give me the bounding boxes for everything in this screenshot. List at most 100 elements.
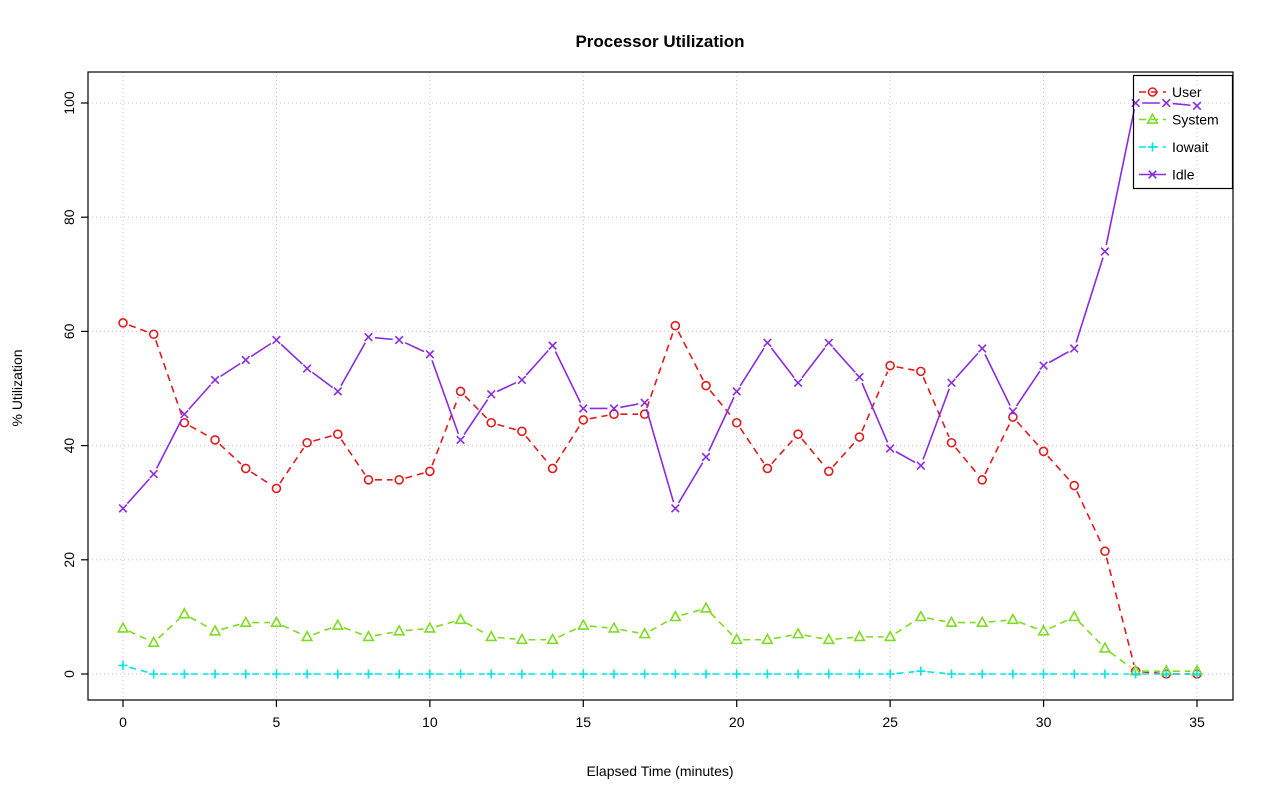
marker-circle — [363, 475, 374, 485]
marker-x — [180, 409, 189, 419]
line-segment — [1105, 109, 1136, 246]
line-segment — [280, 343, 303, 365]
line-segment — [649, 619, 671, 632]
x-tick-label: 30 — [1036, 714, 1052, 730]
line-segment — [770, 347, 795, 379]
line-segment — [984, 422, 1011, 475]
marker-triangle — [1037, 624, 1050, 636]
marker-circle — [547, 463, 558, 474]
line-segment — [1075, 257, 1104, 343]
line-segment — [221, 623, 240, 631]
marker-x — [732, 386, 742, 396]
legend-item-system: System — [1139, 112, 1219, 128]
marker-circle — [486, 417, 497, 428]
marker-triangle — [1068, 610, 1081, 622]
marker-x — [670, 504, 680, 513]
y-tick-label: 20 — [61, 552, 77, 568]
line-segment — [128, 630, 149, 641]
marker-triangle — [208, 624, 222, 636]
line-segment — [771, 438, 795, 465]
marker-triangle — [300, 630, 314, 642]
y-axis-label: % Utilization — [9, 349, 25, 426]
axis-ticks — [81, 102, 1198, 707]
legend-marker — [1148, 170, 1157, 179]
marker-x — [916, 461, 926, 470]
line-segment — [646, 331, 674, 409]
marker-circle — [885, 360, 895, 371]
marker-triangle — [730, 632, 743, 645]
marker-circle — [1100, 546, 1110, 557]
marker-x — [486, 389, 496, 399]
legend-label: User — [1172, 84, 1202, 100]
line-segment — [312, 626, 332, 636]
line-segment — [129, 666, 148, 674]
marker-x — [1148, 170, 1157, 179]
marker-circle — [179, 417, 190, 428]
line-segment — [835, 636, 854, 640]
series-idle — [118, 98, 1202, 513]
marker-triangle — [822, 632, 835, 645]
marker-x — [640, 398, 650, 408]
marker-circle — [517, 426, 527, 437]
marker-circle — [823, 466, 834, 477]
marker-circle — [210, 435, 220, 445]
y-tick-label: 100 — [61, 91, 77, 115]
line-segment — [681, 609, 700, 616]
line-segment — [497, 636, 516, 640]
marker-x — [793, 378, 803, 388]
line-segment — [250, 471, 272, 486]
line-segment — [1078, 620, 1101, 645]
marker-x — [1039, 361, 1048, 371]
line-segment — [1048, 350, 1069, 364]
line-segment — [896, 366, 915, 371]
marker-triangle — [976, 615, 989, 628]
line-segment — [340, 342, 366, 387]
marker-circle — [854, 432, 865, 442]
line-segment — [496, 381, 517, 393]
line-segment — [896, 670, 915, 675]
marker-triangle — [270, 615, 283, 628]
plot-area: 0 5 10 15 20 25 30 35 0 20 40 60 80 100 User System Iowa… — [61, 71, 1234, 730]
marker-x — [1192, 101, 1202, 111]
marker-x — [517, 375, 527, 385]
y-tick-label: 80 — [61, 209, 77, 225]
marker-circle — [762, 463, 773, 474]
line-segment — [405, 628, 424, 632]
line-segment — [126, 478, 150, 505]
line-segment — [155, 419, 183, 469]
legend-item-user: User — [1139, 84, 1202, 100]
legend-label: System — [1172, 112, 1219, 128]
y-tick-label: 60 — [61, 323, 77, 339]
legend-label: Iowait — [1172, 139, 1209, 155]
marker-x — [947, 378, 956, 388]
x-tick-label: 15 — [575, 714, 591, 730]
marker-triangle — [362, 630, 375, 642]
line-segment — [279, 447, 305, 484]
marker-circle — [332, 429, 343, 439]
marker-x — [272, 335, 281, 345]
legend-item-idle: Idle — [1139, 167, 1195, 183]
line-segment — [220, 362, 241, 378]
marker-x — [824, 338, 834, 348]
line-segment — [525, 435, 550, 464]
line-segment — [1109, 651, 1131, 668]
line-segment — [558, 627, 578, 638]
line-segment — [801, 438, 826, 467]
x-tick-label: 5 — [273, 714, 281, 730]
series-line — [128, 609, 1191, 672]
chart-title: Processor Utilization — [575, 32, 744, 51]
marker-triangle — [669, 610, 682, 622]
line-segment — [374, 336, 393, 341]
series-markers — [116, 601, 1204, 676]
marker-circle — [118, 318, 128, 328]
legend-marker — [1148, 142, 1157, 152]
line-segment — [155, 340, 183, 417]
line-segment — [1049, 618, 1069, 630]
line-segment — [801, 347, 826, 379]
marker-triangle — [178, 607, 191, 619]
marker-triangle — [454, 612, 467, 625]
line-segment — [463, 399, 489, 435]
series-line — [128, 324, 1191, 675]
marker-x — [210, 375, 220, 385]
line-segment — [374, 631, 393, 637]
